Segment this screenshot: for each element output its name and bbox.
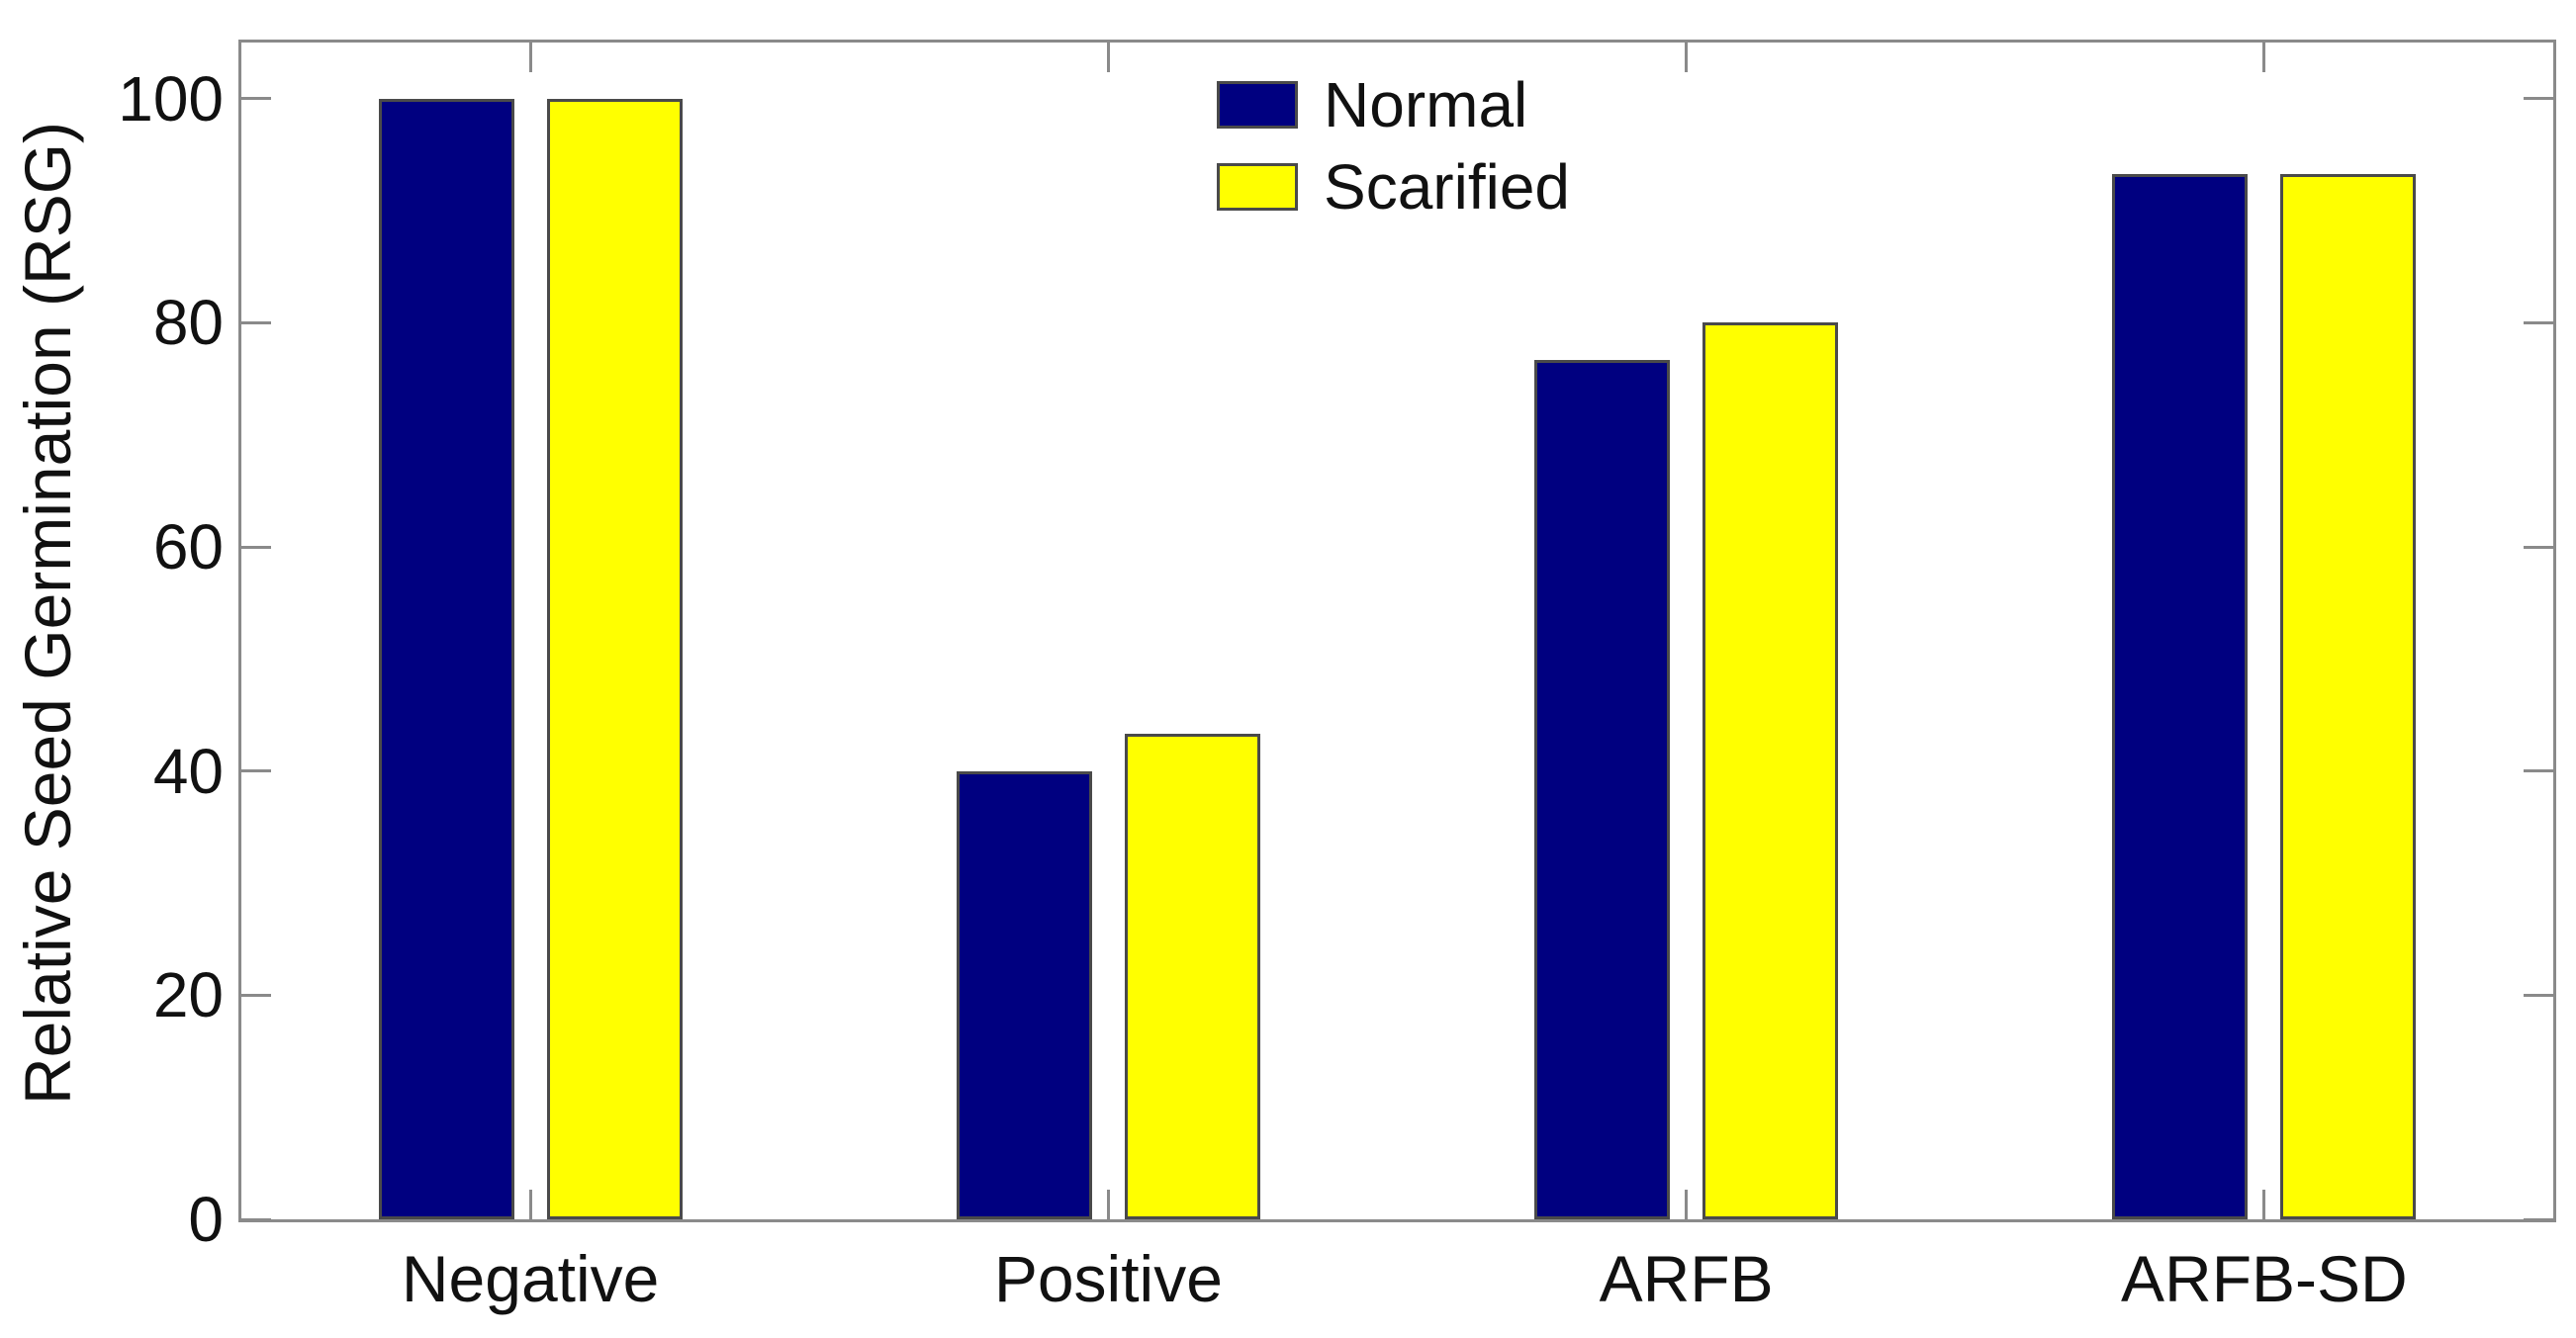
bar-scarified-arfb bbox=[1702, 322, 1839, 1219]
y-tick-mark-right bbox=[2524, 545, 2553, 549]
bar-normal-positive bbox=[956, 770, 1092, 1219]
x-tick-mark-bottom bbox=[528, 1190, 532, 1219]
y-tick-mark-left bbox=[241, 769, 271, 773]
y-tick-mark-left bbox=[241, 97, 271, 101]
x-tick-mark-bottom bbox=[1685, 1190, 1689, 1219]
x-tick-mark-top bbox=[528, 43, 532, 72]
bar-normal-arfb-sd bbox=[2112, 173, 2249, 1219]
x-category-label: Negative bbox=[401, 1242, 660, 1315]
x-tick-mark-bottom bbox=[1106, 1190, 1110, 1219]
bar-scarified-arfb-sd bbox=[2280, 173, 2417, 1219]
legend-label: Scarified bbox=[1324, 150, 1570, 223]
x-tick-mark-top bbox=[1106, 43, 1110, 72]
bar-scarified-positive bbox=[1124, 734, 1260, 1219]
y-tick-label: 80 bbox=[152, 287, 224, 359]
x-category-label: Positive bbox=[993, 1242, 1223, 1315]
legend-item: Scarified bbox=[1217, 145, 1570, 227]
legend: Normal Scarified bbox=[1217, 63, 1570, 227]
bar-scarified-negative bbox=[546, 98, 683, 1219]
legend-swatch-scarified bbox=[1217, 162, 1298, 211]
y-tick-mark-right bbox=[2524, 769, 2553, 773]
y-tick-mark-left bbox=[241, 993, 271, 997]
bar-normal-negative bbox=[378, 98, 514, 1219]
bar-normal-arfb bbox=[1534, 359, 1671, 1219]
y-tick-label: 100 bbox=[118, 62, 224, 134]
x-category-label: ARFB-SD bbox=[2121, 1242, 2408, 1315]
y-tick-label: 20 bbox=[152, 959, 224, 1031]
x-tick-mark-bottom bbox=[2262, 1190, 2266, 1219]
y-axis-title: Relative Seed Germination (RSG) bbox=[11, 121, 84, 1106]
legend-item: Normal bbox=[1217, 63, 1570, 145]
y-tick-mark-left bbox=[241, 545, 271, 549]
y-tick-label: 60 bbox=[152, 511, 224, 582]
legend-swatch-normal bbox=[1217, 80, 1298, 129]
legend-label: Normal bbox=[1324, 68, 1528, 140]
x-tick-mark-top bbox=[2262, 43, 2266, 72]
y-tick-label: 40 bbox=[152, 735, 224, 807]
y-tick-mark-left bbox=[241, 320, 271, 324]
x-tick-mark-top bbox=[1685, 43, 1689, 72]
y-tick-mark-right bbox=[2524, 320, 2553, 324]
y-tick-mark-right bbox=[2524, 97, 2553, 101]
y-tick-mark-right bbox=[2524, 993, 2553, 997]
y-tick-mark-left bbox=[241, 1217, 271, 1221]
y-tick-mark-right bbox=[2524, 1217, 2553, 1221]
plot-area bbox=[238, 40, 2556, 1222]
x-category-label: ARFB bbox=[1599, 1242, 1774, 1315]
y-tick-label: 0 bbox=[188, 1184, 224, 1255]
